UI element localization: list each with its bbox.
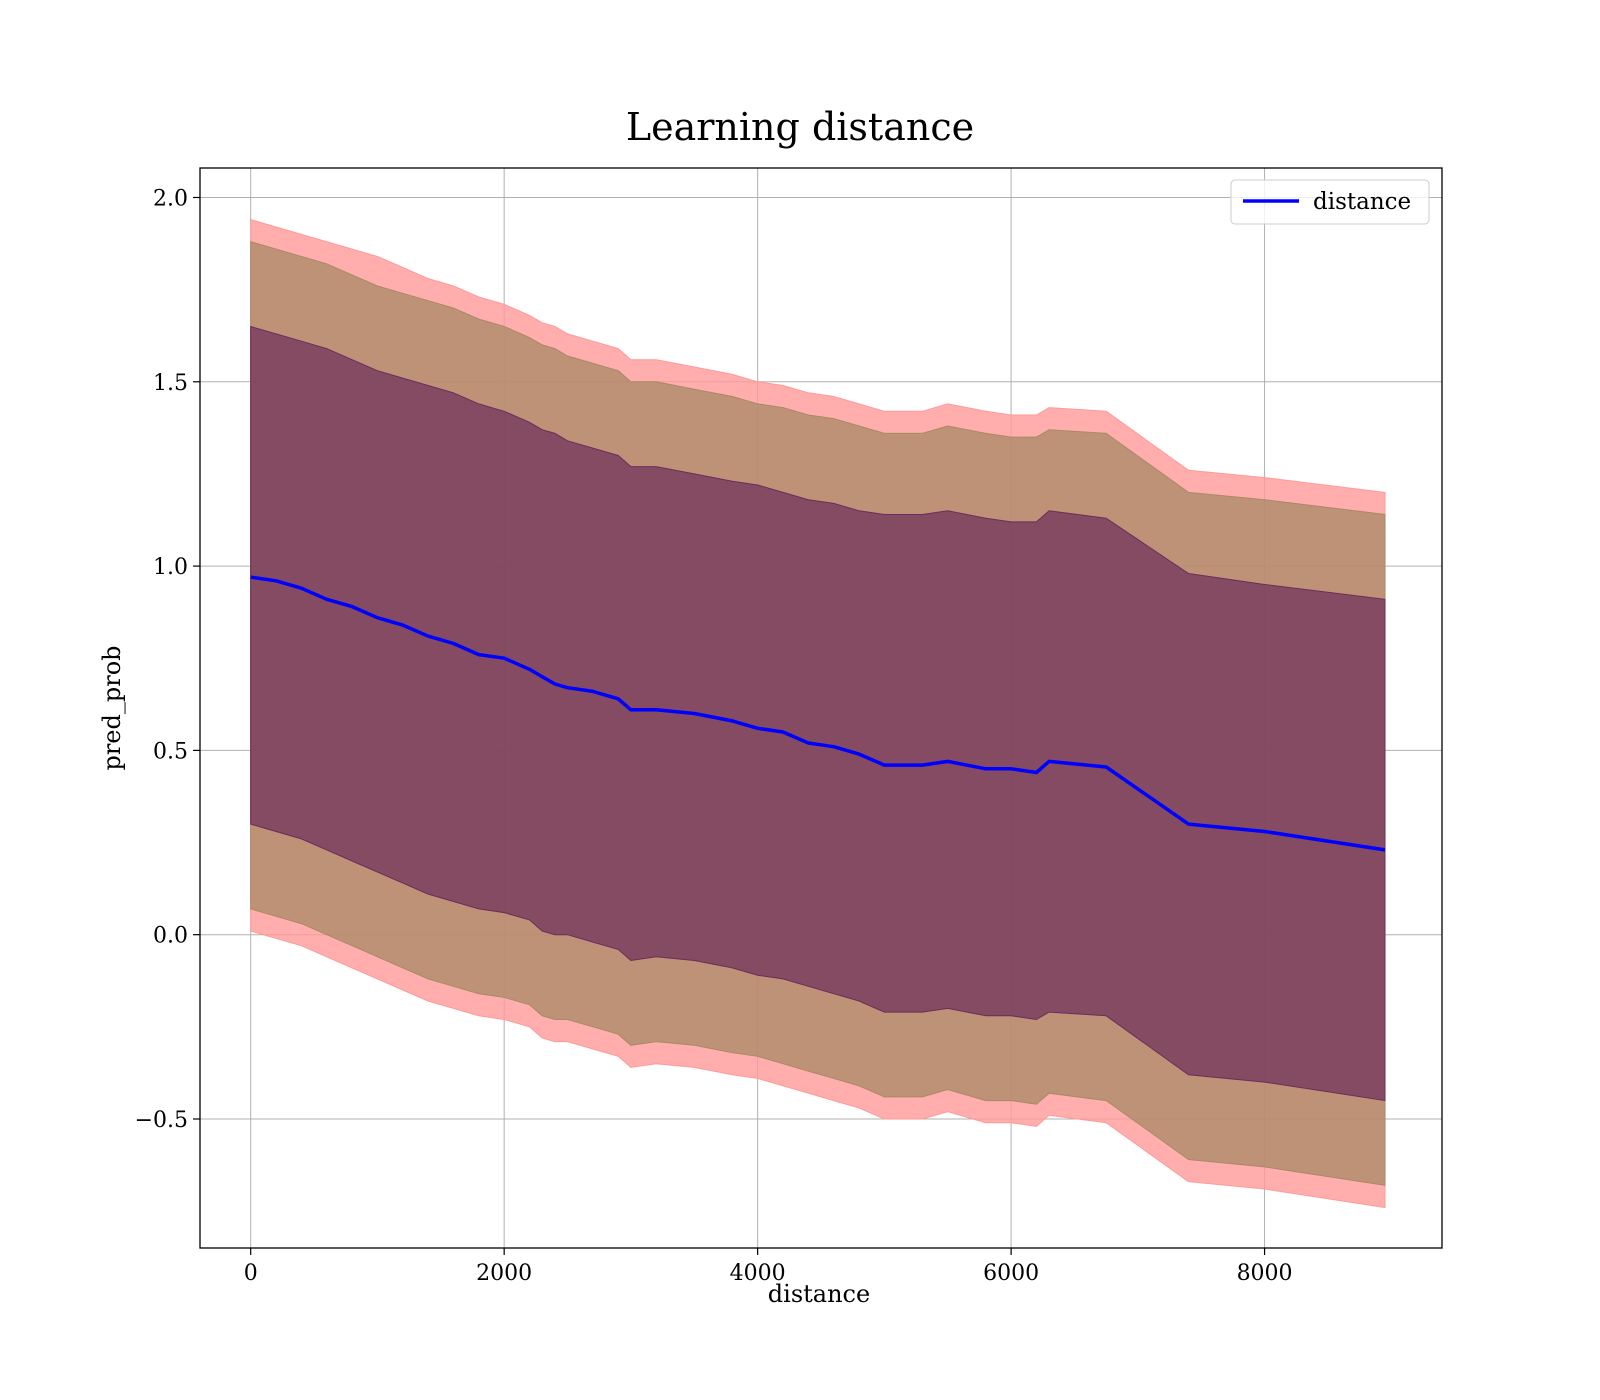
x-tick-label-2: 4000 (730, 1261, 786, 1286)
y-tick-label-3: 1.0 (153, 555, 188, 580)
y-tick-label-0: −0.5 (135, 1108, 188, 1133)
legend: distance (1230, 179, 1430, 225)
x-tick-label-1: 2000 (476, 1261, 532, 1286)
x-tick-label-4: 8000 (1237, 1261, 1293, 1286)
series-lines (250, 575, 1386, 852)
legend-entry-distance: distance (1313, 189, 1411, 215)
confidence-bands (250, 218, 1386, 1209)
y-tick-label-2: 0.5 (153, 739, 188, 764)
plot-frame (199, 167, 1443, 1249)
x-axis-ticks: 0 2000 4000 6000 8000 (244, 1248, 1293, 1286)
x-axis-label: distance (768, 1280, 870, 1308)
y-axis-ticks: −0.5 0.0 0.5 1.0 1.5 2.0 (135, 186, 200, 1133)
band-inner (250, 325, 1386, 1102)
y-tick-label-5: 2.0 (153, 186, 188, 211)
y-tick-label-1: 0.0 (153, 924, 188, 949)
x-tick-label-0: 0 (244, 1261, 258, 1286)
series-line-distance (250, 575, 1386, 852)
y-tick-label-4: 1.5 (153, 371, 188, 396)
legend-box (1230, 179, 1430, 225)
chart-title: Learning distance (626, 105, 974, 149)
x-tick-label-3: 6000 (983, 1261, 1039, 1286)
y-axis-label: pred_prob (98, 645, 126, 770)
